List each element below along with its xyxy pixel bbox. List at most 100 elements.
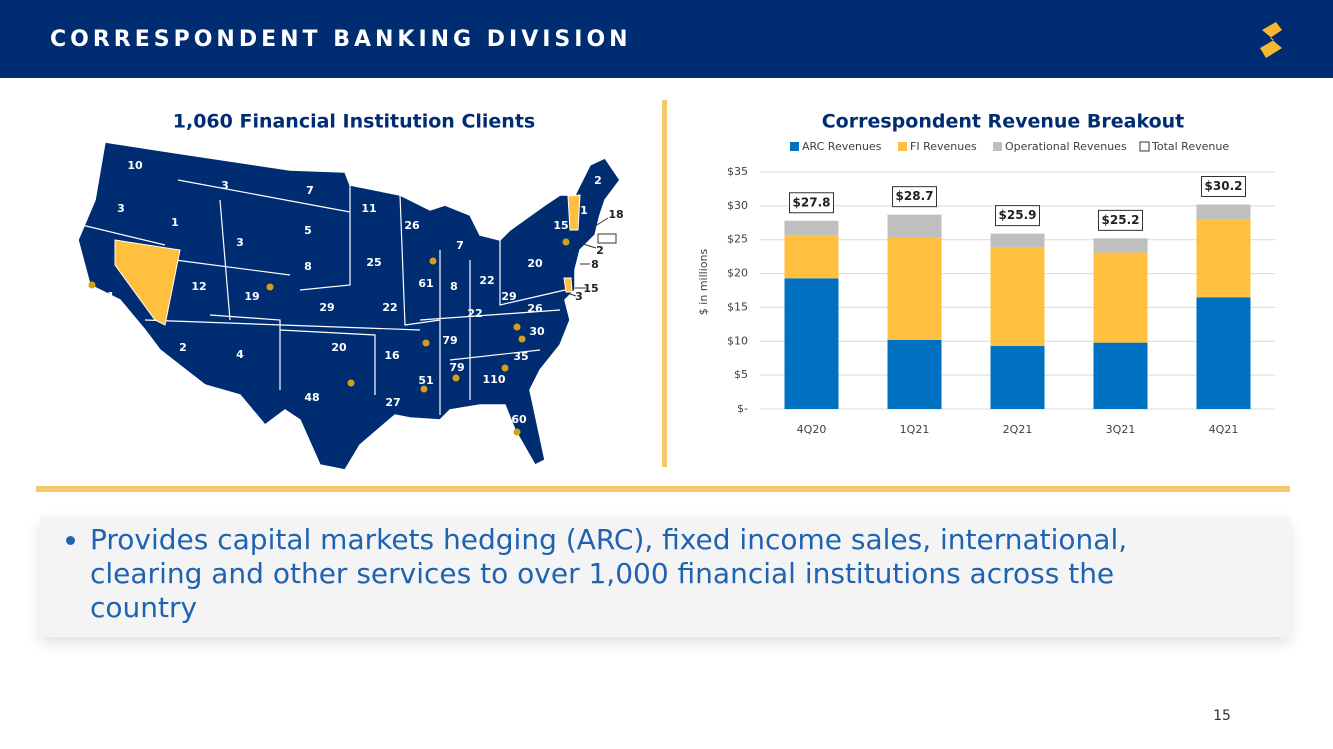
bullet-list: Provides capital markets hedging (ARC), … xyxy=(40,523,1190,625)
bar-segment xyxy=(784,278,839,409)
state-count: 110 xyxy=(483,373,506,386)
bar-segment xyxy=(990,247,1045,347)
y-tick-label: $5 xyxy=(734,368,748,381)
state-count: 48 xyxy=(304,391,319,404)
total-label: $30.2 xyxy=(1205,179,1243,193)
state-count: 7 xyxy=(456,239,464,252)
state-count: 26 xyxy=(527,302,543,315)
state-count: 79 xyxy=(449,361,464,374)
total-label-box xyxy=(892,186,937,208)
state-count: 10 xyxy=(127,159,143,172)
logo xyxy=(1260,22,1282,58)
state-count: 8 xyxy=(304,260,312,273)
state-count: 2 xyxy=(179,341,187,354)
state-count: 25 xyxy=(366,256,381,269)
state-count: 61 xyxy=(418,277,433,290)
office-dot xyxy=(513,428,521,436)
total-label-box xyxy=(1201,176,1246,198)
legend-label: FI Revenues xyxy=(910,140,977,153)
state-count: 1 xyxy=(171,216,179,229)
office-dot xyxy=(266,283,274,291)
office-dot xyxy=(420,385,428,393)
x-tick-label: 4Q21 xyxy=(1209,423,1239,436)
state-count: 30 xyxy=(529,325,545,338)
total-label: $27.8 xyxy=(793,195,831,209)
bar-segment xyxy=(784,235,839,279)
state-count: 4 xyxy=(236,348,244,361)
total-label: $25.2 xyxy=(1102,213,1140,227)
office-dot xyxy=(562,238,570,246)
bar-segment xyxy=(1093,342,1148,409)
office-dot xyxy=(501,364,509,372)
y-tick-label: $10 xyxy=(727,334,748,347)
header-title: CORRESPONDENT BANKING DIVISION xyxy=(50,27,632,52)
total-label: $28.7 xyxy=(896,189,934,203)
state-count: 51 xyxy=(418,374,433,387)
highlight-state xyxy=(114,239,181,326)
state-count: 2 xyxy=(594,174,602,187)
state-count: 60 xyxy=(511,413,527,426)
state-count: 11 xyxy=(361,202,376,215)
legend-label: Operational Revenues xyxy=(1005,140,1127,153)
bar-segment xyxy=(990,346,1045,409)
bullet-box: Provides capital markets hedging (ARC), … xyxy=(40,517,1290,637)
x-tick-label: 2Q21 xyxy=(1003,423,1033,436)
state-count: 15 xyxy=(553,219,568,232)
state-borders xyxy=(81,172,566,415)
y-tick-label: $30 xyxy=(727,199,748,212)
bar-segment xyxy=(784,220,839,236)
state-count: 3 xyxy=(236,236,244,249)
state-count: 15 xyxy=(583,282,598,295)
state-count: 8 xyxy=(591,258,599,271)
x-tick-label: 1Q21 xyxy=(900,423,930,436)
divider xyxy=(36,486,1290,492)
bar-segment xyxy=(887,339,942,409)
bar-segment xyxy=(1196,297,1251,409)
state-count: 35 xyxy=(513,350,528,363)
office-dot xyxy=(452,374,460,382)
state-count: 27 xyxy=(385,396,400,409)
state-count: 5 xyxy=(304,224,312,237)
bar-segment xyxy=(1196,204,1251,220)
state-count: 20 xyxy=(527,257,543,270)
bar-segment xyxy=(1196,219,1251,298)
office-dot xyxy=(513,323,521,331)
state-count: 79 xyxy=(442,334,457,347)
highlight-state xyxy=(563,277,573,293)
state-count: 22 xyxy=(382,301,397,314)
us-map xyxy=(77,141,621,471)
highlight-state xyxy=(567,194,581,231)
legend-swatch xyxy=(1139,141,1150,152)
y-tick-label: $25 xyxy=(727,233,748,246)
leader-lines xyxy=(569,217,617,297)
state-count: 8 xyxy=(450,280,458,293)
y-tick-label: $15 xyxy=(727,300,748,313)
office-dot xyxy=(88,281,96,289)
legend-swatch xyxy=(898,142,907,151)
page-number: 15 xyxy=(1213,708,1231,724)
divider xyxy=(662,100,667,467)
legend-label: Total Revenue xyxy=(1151,140,1229,153)
office-dot xyxy=(347,379,355,387)
legend-swatch xyxy=(790,142,799,151)
y-tick-label: $- xyxy=(737,402,748,415)
total-label-box xyxy=(789,192,834,214)
legend-swatch xyxy=(993,142,1002,151)
state-count: 3 xyxy=(221,179,229,192)
state-count: 20 xyxy=(331,341,347,354)
office-dot xyxy=(429,257,437,265)
state-count: 41 xyxy=(99,290,114,303)
y-tick-label: $20 xyxy=(727,267,748,280)
state-count: 3 xyxy=(117,202,125,215)
chart-title: Correspondent Revenue Breakout xyxy=(822,111,1185,133)
state-count: 7 xyxy=(306,184,314,197)
bar-segment xyxy=(887,214,942,238)
bar-segment xyxy=(1093,252,1148,343)
total-label: $25.9 xyxy=(999,208,1037,222)
x-tick-label: 4Q20 xyxy=(797,423,827,436)
bullet-item: Provides capital markets hedging (ARC), … xyxy=(90,523,1190,625)
state-count: 2 xyxy=(596,244,604,257)
state-count: 1 xyxy=(580,204,588,217)
